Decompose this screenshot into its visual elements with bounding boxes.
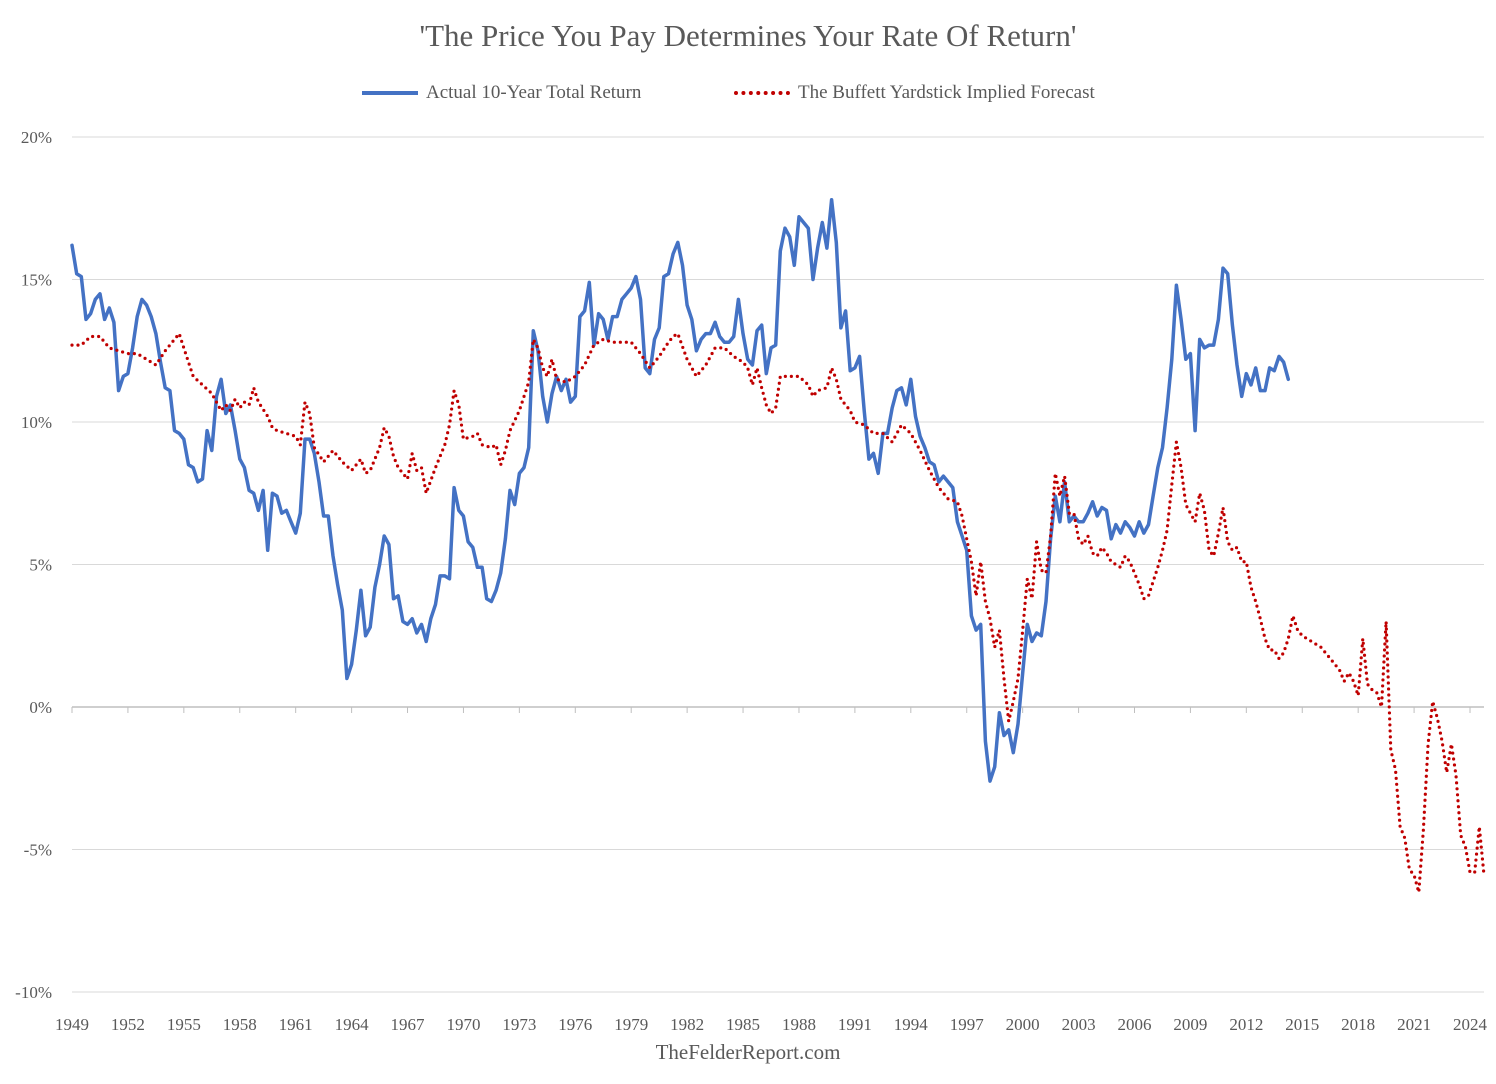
x-tick-label: 1952	[111, 1015, 145, 1034]
y-tick-label: -10%	[15, 983, 52, 1002]
legend-item-actual: Actual 10-Year Total Return	[362, 78, 641, 108]
y-tick-label: 20%	[21, 128, 52, 147]
x-tick-label: 1976	[558, 1015, 592, 1034]
x-tick-label: 2006	[1117, 1015, 1151, 1034]
y-axis: 20% 15% 10% 5% 0% -5% -10%	[15, 128, 52, 1002]
x-axis: 1949 1952 1955 1958 1961 1964 1967 1970 1973 1976…	[55, 707, 1488, 1034]
x-tick-label: 1988	[782, 1015, 816, 1034]
x-tick-label: 2003	[1062, 1015, 1096, 1034]
chart-title: 'The Price You Pay Determines Your Rate …	[419, 18, 1077, 53]
x-tick-label: 1964	[335, 1015, 370, 1034]
legend: Actual 10-Year Total Return The Buffett …	[0, 78, 1496, 108]
legend-label-forecast: The Buffett Yardstick Implied Forecast	[798, 82, 1095, 103]
series-line-actual	[70, 197, 1291, 783]
x-tick-label: 1991	[838, 1015, 872, 1034]
x-tick-label: 1955	[167, 1015, 201, 1034]
x-tick-label: 1997	[950, 1015, 985, 1034]
x-tick-label: 1985	[726, 1015, 760, 1034]
x-tick-label: 1970	[446, 1015, 480, 1034]
y-tick-label: 5%	[29, 556, 52, 575]
x-tick-label: 1961	[279, 1015, 313, 1034]
y-tick-label: -5%	[24, 841, 52, 860]
x-tick-label: 1994	[894, 1015, 929, 1034]
legend-swatch-forecast	[734, 91, 790, 95]
x-tick-label: 2009	[1173, 1015, 1207, 1034]
x-tick-label: 2000	[1006, 1015, 1040, 1034]
y-tick-label: 15%	[21, 271, 52, 290]
x-tick-label: 1958	[223, 1015, 257, 1034]
y-tick-label: 10%	[21, 413, 52, 432]
x-tick-label: 1967	[391, 1015, 426, 1034]
y-tick-label: 0%	[29, 698, 52, 717]
x-tick-label: 2021	[1397, 1015, 1431, 1034]
x-tick-label: 2024	[1453, 1015, 1488, 1034]
legend-swatch-actual	[362, 91, 418, 95]
x-tick-label: 2015	[1285, 1015, 1319, 1034]
x-tick-label: 1979	[614, 1015, 648, 1034]
series-line-forecast	[70, 332, 1486, 894]
x-tick-label: 2012	[1229, 1015, 1263, 1034]
x-tick-label: 1973	[502, 1015, 536, 1034]
legend-item-forecast: The Buffett Yardstick Implied Forecast	[734, 78, 1095, 108]
legend-label-actual: Actual 10-Year Total Return	[426, 82, 642, 103]
series-layer	[70, 197, 1486, 894]
source-credit: TheFelderReport.com	[655, 1040, 841, 1064]
x-tick-label: 1949	[55, 1015, 89, 1034]
x-tick-label: 1982	[670, 1015, 704, 1034]
x-tick-label: 2018	[1341, 1015, 1375, 1034]
